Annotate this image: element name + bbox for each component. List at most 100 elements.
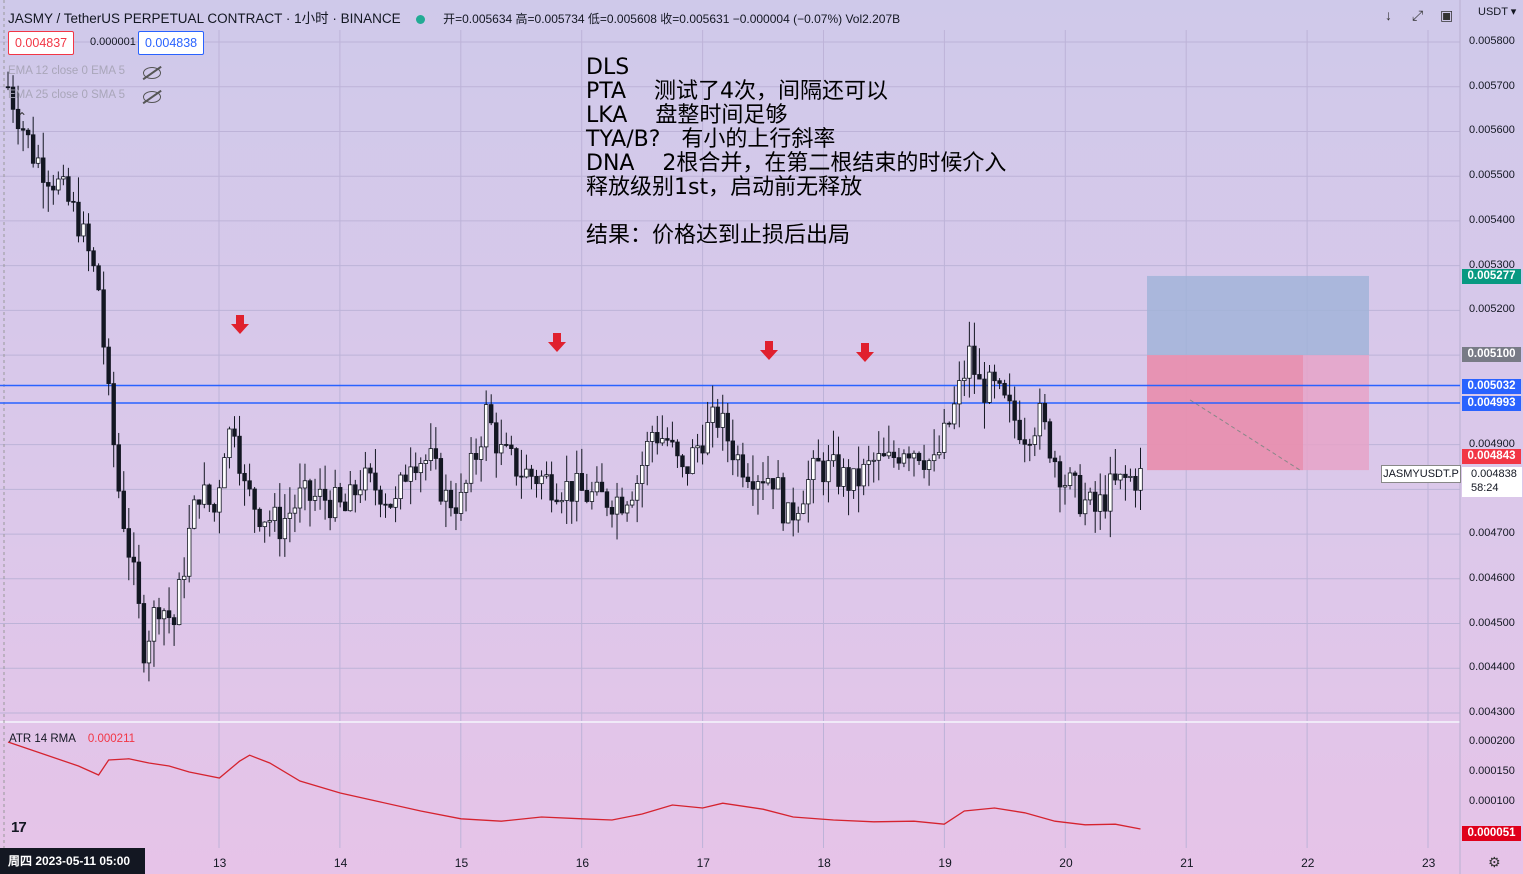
candle-body — [1138, 468, 1143, 491]
candle-body — [71, 200, 76, 203]
candle-body — [116, 444, 121, 492]
candle-body — [675, 441, 680, 457]
y-tick-label: 0.005400 — [1469, 213, 1515, 226]
candle-body — [428, 448, 433, 461]
candle-body — [1007, 394, 1012, 402]
y-tick-label: 0.005600 — [1469, 124, 1515, 137]
candle-body — [76, 201, 81, 237]
market-status-dot — [416, 14, 426, 24]
candle-body — [599, 481, 605, 493]
candle-body — [544, 474, 549, 477]
candle-body — [1042, 403, 1048, 423]
candle-body — [765, 478, 771, 484]
candle-body — [478, 446, 484, 460]
candle-body — [237, 435, 242, 474]
sell-price-box[interactable]: 0.004837 — [8, 31, 75, 55]
y-tick-label: 0.005800 — [1469, 35, 1515, 47]
candle-body — [836, 454, 841, 487]
candle-body — [614, 496, 620, 515]
y-tick-label: 0.004900 — [1469, 437, 1515, 450]
stop-loss-filled — [1147, 355, 1303, 471]
atr-legend[interactable]: ATR 14 RMA 0.000211 — [9, 733, 136, 745]
candle-body — [1012, 400, 1017, 421]
candle-body — [1128, 476, 1133, 478]
candle-body — [458, 491, 464, 514]
expand-icon[interactable]: ⤢ — [1412, 7, 1424, 23]
candle-body — [368, 467, 373, 474]
tag-stop: 0.004843 — [1462, 449, 1521, 464]
candle-body — [217, 487, 222, 513]
candle-body — [272, 506, 277, 521]
candle-body — [604, 491, 610, 508]
candle-body — [755, 481, 761, 490]
candle-body — [549, 474, 554, 501]
candle-body — [212, 504, 217, 513]
candle-body — [931, 454, 937, 462]
buy-price-box[interactable]: 0.004838 — [138, 31, 205, 55]
candle-body — [916, 452, 922, 462]
candle-body — [388, 503, 393, 508]
candle-body — [780, 477, 786, 524]
x-tick-label: 22 — [1301, 856, 1315, 870]
y-tick-label: 0.004700 — [1469, 527, 1515, 540]
candle-body — [106, 346, 111, 384]
candle-body — [1067, 472, 1073, 486]
candle-body — [896, 457, 902, 464]
candle-body — [1133, 476, 1138, 491]
currency-selector[interactable]: USDT ▾ — [1478, 6, 1517, 18]
candle-body — [715, 406, 720, 428]
collapse-chevron-icon[interactable]: ⌃ — [17, 110, 28, 124]
candle-body — [1002, 382, 1007, 396]
candle-body — [770, 478, 776, 490]
candle-body — [886, 451, 892, 457]
candle-body — [514, 448, 519, 477]
candle-body — [936, 451, 942, 456]
candle-body — [423, 460, 428, 464]
candle-body — [373, 472, 378, 491]
symbol-title[interactable]: JASMY / TetherUS PERPETUAL CONTRACT · 1小… — [8, 11, 401, 26]
indicator-ema12[interactable]: EMA 12 close 0 EMA 5 — [8, 65, 125, 77]
candle-body — [730, 440, 735, 461]
candle-body — [851, 468, 856, 491]
candle-body — [126, 528, 131, 558]
candle-body — [418, 463, 423, 474]
candle-body — [36, 157, 41, 164]
screenshot-icon[interactable]: ▣ — [1440, 7, 1454, 23]
candle-body — [876, 453, 881, 461]
candle-body — [690, 447, 695, 474]
candle-body — [1108, 473, 1113, 512]
arrow-down-icon[interactable]: ↓ — [1385, 7, 1392, 23]
candle-body — [967, 345, 972, 379]
trade-note[interactable]: DLS PTA 测试了4次，间隔还可以 LKA 盘整时间足够 TYA/B? 有小… — [586, 55, 1007, 248]
candle-body — [997, 380, 1002, 384]
candle-body — [519, 475, 524, 478]
candle-body — [232, 428, 237, 437]
hidden-eye-icon[interactable] — [143, 67, 161, 79]
candle-body — [861, 463, 866, 487]
candle-body — [192, 499, 197, 529]
atr-tick-label: 0.000200 — [1469, 735, 1515, 747]
last-price: 0.004838 — [1471, 468, 1517, 480]
candle-body — [1072, 472, 1078, 476]
candle-body — [363, 467, 368, 491]
indicator-ema25[interactable]: EMA 25 close 0 SMA 5 — [8, 89, 125, 101]
candle-body — [534, 475, 539, 485]
x-tick-label: 15 — [454, 856, 469, 870]
candle-body — [176, 579, 182, 626]
tradingview-logo[interactable]: 17 — [11, 819, 27, 836]
settings-gear-icon[interactable]: ⚙ — [1488, 854, 1501, 870]
candle-body — [161, 610, 167, 620]
candle-body — [81, 223, 86, 237]
hidden-eye-icon[interactable] — [143, 91, 161, 103]
candle-body — [1057, 461, 1063, 488]
candle-body — [5, 86, 11, 89]
candle-body — [61, 176, 66, 180]
candle-body — [202, 484, 207, 505]
candle-body — [785, 502, 791, 524]
candle-body — [358, 489, 363, 496]
candle-body — [1022, 439, 1027, 445]
candle-body — [337, 487, 343, 503]
candle-body — [483, 404, 489, 448]
bar-countdown: 58:24 — [1471, 482, 1499, 494]
